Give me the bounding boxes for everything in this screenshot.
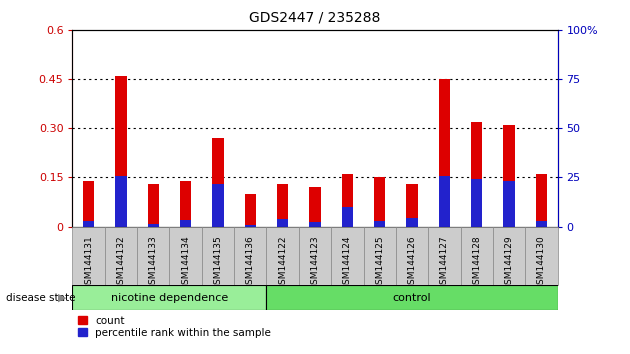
Bar (202, 227, 234, 285)
Text: GSM144122: GSM144122 (278, 235, 287, 290)
Bar (536, 174, 547, 227)
Text: GSM144136: GSM144136 (246, 235, 255, 290)
Bar (169, 227, 202, 285)
Bar (331, 227, 364, 285)
Text: GSM144128: GSM144128 (472, 235, 481, 290)
Text: control: control (392, 293, 432, 303)
Bar (115, 176, 127, 227)
Bar (536, 221, 547, 227)
Text: GSM144133: GSM144133 (149, 235, 158, 290)
Bar (277, 219, 289, 227)
Bar (428, 227, 461, 285)
Bar (438, 79, 450, 227)
Text: GSM144127: GSM144127 (440, 235, 449, 290)
Bar (72, 227, 105, 285)
Text: GSM144126: GSM144126 (408, 235, 416, 290)
Bar (115, 76, 127, 227)
Bar (299, 227, 331, 285)
Bar (277, 184, 289, 227)
Text: GSM144125: GSM144125 (375, 235, 384, 290)
Legend: count, percentile rank within the sample: count, percentile rank within the sample (77, 316, 272, 338)
Text: GSM144124: GSM144124 (343, 235, 352, 290)
Bar (83, 181, 94, 227)
Bar (137, 227, 169, 285)
Text: disease state: disease state (6, 293, 76, 303)
Bar (364, 227, 396, 285)
Bar (525, 227, 558, 285)
Bar (406, 218, 418, 227)
Bar (309, 187, 321, 227)
Text: GSM144134: GSM144134 (181, 235, 190, 290)
Bar (72, 285, 266, 310)
Bar (105, 227, 137, 285)
Bar (461, 227, 493, 285)
Text: GSM144132: GSM144132 (117, 235, 125, 290)
Bar (341, 207, 353, 227)
Bar (374, 177, 386, 227)
Bar (471, 179, 483, 227)
Bar (406, 184, 418, 227)
Text: GSM144123: GSM144123 (311, 235, 319, 290)
Bar (266, 285, 558, 310)
Text: GSM144130: GSM144130 (537, 235, 546, 290)
Bar (374, 221, 386, 227)
Text: GSM144129: GSM144129 (505, 235, 513, 290)
Bar (180, 181, 192, 227)
Text: ▶: ▶ (58, 293, 66, 303)
Bar (503, 125, 515, 227)
Bar (471, 122, 483, 227)
Bar (244, 224, 256, 227)
Bar (180, 220, 192, 227)
Bar (147, 224, 159, 227)
Text: GSM144131: GSM144131 (84, 235, 93, 290)
Bar (212, 184, 224, 227)
Bar (266, 227, 299, 285)
Text: GDS2447 / 235288: GDS2447 / 235288 (249, 11, 381, 25)
Bar (396, 227, 428, 285)
Text: GSM144135: GSM144135 (214, 235, 222, 290)
Bar (341, 174, 353, 227)
Bar (309, 222, 321, 227)
Bar (83, 221, 94, 227)
Text: nicotine dependence: nicotine dependence (111, 293, 228, 303)
Bar (493, 227, 525, 285)
Bar (147, 184, 159, 227)
Bar (234, 227, 266, 285)
Bar (503, 181, 515, 227)
Bar (438, 176, 450, 227)
Bar (244, 194, 256, 227)
Bar (212, 138, 224, 227)
